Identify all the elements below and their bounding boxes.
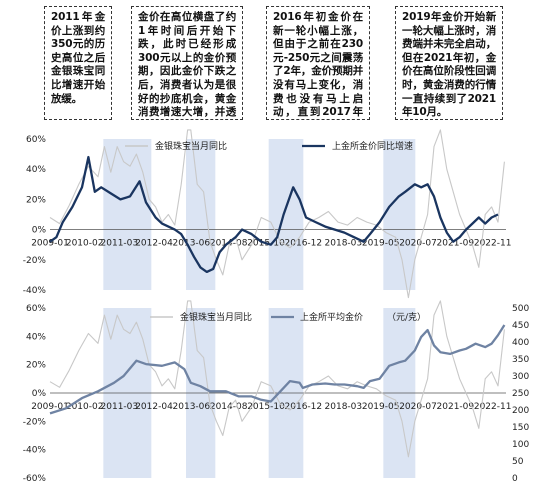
y-tick-label-left: -60% <box>23 474 47 484</box>
shaded-period <box>268 139 304 290</box>
legend-label: 金银珠宝当月同比 <box>180 311 252 323</box>
x-tick-label: 2015-10 <box>247 402 285 412</box>
y-tick-label-right: 200 <box>512 406 529 416</box>
y-tick-label: 20% <box>26 195 46 205</box>
x-tick-label: 2012-04 <box>135 402 173 412</box>
y-tick-label-right: 150 <box>512 423 529 433</box>
y-tick-label: 0% <box>32 226 47 236</box>
y-axis-unit: （元/克） <box>387 312 426 323</box>
x-tick-label: 2010-02 <box>66 402 104 412</box>
x-tick-label: 2019-05 <box>362 402 400 412</box>
annotation-2011: 2011年金价上涨到约350元的历史高位之后金银珠宝同比增速开始放缓。 <box>44 6 112 120</box>
shaded-period <box>383 139 416 290</box>
annotation-2019: 2019年金价开始新一轮大幅上涨时，消费端并未完全启动，但在2021年初，金价在… <box>395 6 503 120</box>
x-tick-label: 2013-06 <box>173 239 211 249</box>
y-tick-label: 60% <box>26 135 46 145</box>
x-tick-label: 2013-06 <box>173 402 211 412</box>
y-tick-label-right: 450 <box>512 321 529 331</box>
legend-label: 上金所金价同比增速 <box>332 140 413 152</box>
x-tick-label: 2020-07 <box>399 239 437 249</box>
y-tick-label-right: 350 <box>512 355 529 365</box>
y-tick-label-left: 40% <box>26 332 46 342</box>
annotation-2013: 金价在高位横盘了约1年时间后开始下跌，此时已经形成300元以上的金价预期，因此金… <box>131 6 243 120</box>
x-tick-label: 2019-05 <box>362 239 400 249</box>
y-tick-label-right: 400 <box>512 338 529 348</box>
y-tick-label-right: 300 <box>512 372 529 382</box>
x-tick-label: 2018-03 <box>325 402 363 412</box>
y-tick-label-left: 20% <box>26 361 46 371</box>
x-tick-label: 2011-03 <box>101 402 139 412</box>
y-tick-label: -20% <box>23 256 47 266</box>
y-tick-label: -40% <box>23 286 47 296</box>
x-tick-label: 2016-12 <box>285 239 323 249</box>
x-tick-label: 2011-03 <box>101 239 139 249</box>
y-tick-label-left: -40% <box>23 446 47 456</box>
legend-label: 上金所平均金价 <box>300 311 363 323</box>
series-line-2 <box>49 155 499 274</box>
x-tick-label: 2022-11 <box>474 402 512 412</box>
series-line-1 <box>49 129 505 299</box>
y-tick-label-right: 100 <box>512 440 529 450</box>
x-tick-label: 2021-09 <box>437 402 475 412</box>
y-tick-label-left: -20% <box>23 417 47 427</box>
shaded-period <box>186 139 216 290</box>
series-line-2 <box>49 324 506 415</box>
y-tick-label-right: 250 <box>512 389 529 399</box>
annotation-2016: 2016年初金价在新一轮小幅上涨，但由于之前在230元-250元之间震荡了2年，… <box>266 6 370 120</box>
x-tick-label: 2009-01 <box>31 402 69 412</box>
x-tick-label: 2010-02 <box>66 239 104 249</box>
series-line-1 <box>49 300 505 458</box>
y-tick-label-right: 500 <box>512 304 529 314</box>
x-tick-label: 2020-07 <box>399 402 437 412</box>
y-tick-label-right: 50 <box>512 457 524 467</box>
x-tick-label: 2022-11 <box>474 239 512 249</box>
x-tick-label: 2021-09 <box>437 239 475 249</box>
y-tick-label: 40% <box>26 165 46 175</box>
x-tick-label: 2018-03 <box>325 239 363 249</box>
legend-label: 金银珠宝当月同比 <box>155 140 227 152</box>
y-tick-label-right: 0 <box>512 474 518 484</box>
x-tick-label: 2009-01 <box>31 239 69 249</box>
shaded-period <box>103 139 152 290</box>
x-tick-label: 2016-12 <box>285 402 323 412</box>
x-tick-label: 2012-04 <box>135 239 173 249</box>
y-tick-label-left: 60% <box>26 304 46 314</box>
y-tick-label-left: 0% <box>32 389 47 399</box>
